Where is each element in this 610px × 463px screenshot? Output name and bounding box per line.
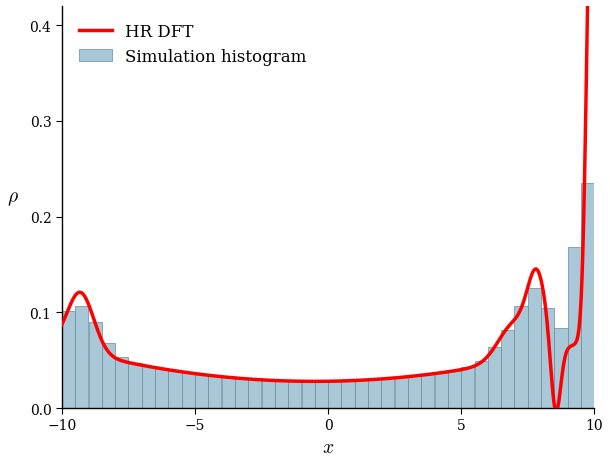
Bar — [155, 369, 168, 408]
Bar — [248, 380, 262, 408]
Bar — [448, 371, 461, 408]
Bar — [422, 375, 434, 408]
Bar — [528, 288, 541, 408]
Bar — [434, 373, 448, 408]
Bar — [568, 248, 581, 408]
Bar — [541, 308, 554, 408]
Bar — [62, 312, 75, 408]
Bar — [88, 322, 102, 408]
Y-axis label: $\rho$: $\rho$ — [7, 190, 19, 207]
Bar — [408, 376, 421, 408]
Bar — [355, 381, 368, 408]
Bar — [195, 375, 208, 408]
Bar — [301, 382, 315, 408]
Bar — [581, 184, 594, 408]
Bar — [168, 371, 182, 408]
Bar — [554, 328, 567, 408]
X-axis label: $x$: $x$ — [322, 438, 334, 456]
Bar — [381, 379, 395, 408]
Legend: HR DFT, Simulation histogram: HR DFT, Simulation histogram — [70, 15, 315, 74]
Bar — [275, 381, 288, 408]
Bar — [461, 368, 475, 408]
Bar — [209, 376, 221, 408]
Bar — [395, 377, 408, 408]
Bar — [501, 330, 514, 408]
Bar — [102, 344, 115, 408]
Bar — [235, 379, 248, 408]
Bar — [488, 348, 501, 408]
Bar — [129, 363, 142, 408]
Bar — [142, 367, 155, 408]
Bar — [75, 307, 88, 408]
Bar — [514, 306, 528, 408]
Bar — [115, 357, 128, 408]
Bar — [368, 380, 381, 408]
Bar — [342, 381, 354, 408]
Bar — [221, 377, 235, 408]
Bar — [288, 382, 301, 408]
Bar — [182, 373, 195, 408]
Bar — [315, 382, 328, 408]
Bar — [262, 381, 274, 408]
Bar — [475, 361, 487, 408]
Bar — [328, 382, 341, 408]
